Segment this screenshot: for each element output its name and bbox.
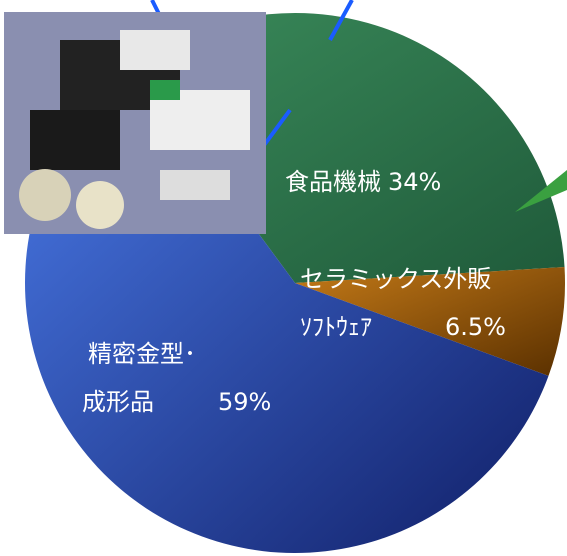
pointer [515,170,567,212]
value-label: 59% [218,388,271,416]
photo [4,12,266,234]
slice-label: セラミックス外販 [300,265,491,293]
slice-label: 精密金型･ [88,340,196,368]
slice-label: ｿﾌﾄｳｪｱ [300,313,372,341]
value-label: 6.5% [445,313,506,341]
connector [328,0,354,41]
value-label: 34% [388,168,441,196]
pie-slice [295,267,565,376]
slice-label: 食品機械 [285,168,381,196]
connector [260,108,292,150]
slice-label: 成形品 [82,388,154,416]
